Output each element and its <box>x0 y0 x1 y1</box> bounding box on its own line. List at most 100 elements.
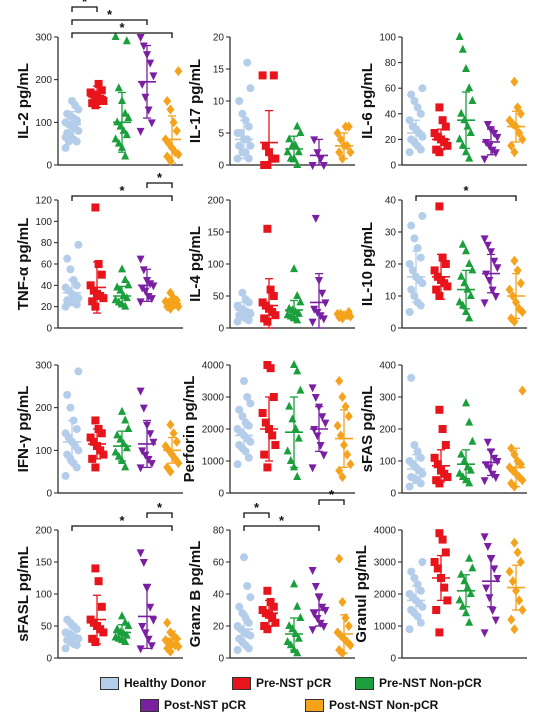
data-point <box>435 292 444 300</box>
data-point <box>432 285 441 294</box>
series-group <box>333 121 355 164</box>
data-point <box>136 298 145 307</box>
data-point <box>146 430 155 439</box>
data-point <box>121 617 130 626</box>
data-point <box>246 593 255 602</box>
data-point <box>405 457 414 465</box>
y-axis-label: IL-2 pg/mL <box>15 63 32 139</box>
series-group <box>258 586 280 634</box>
data-point <box>483 438 492 447</box>
data-point <box>235 441 244 449</box>
data-point <box>235 97 244 105</box>
series-group <box>480 533 502 638</box>
y-tick-label: 100 <box>207 260 224 271</box>
series-group <box>405 84 427 157</box>
data-point <box>407 135 416 144</box>
legend-swatch <box>355 676 374 690</box>
chart-panel: 0 100 200 300 IFN-γ pg/mL <box>15 361 183 500</box>
data-point <box>308 464 317 473</box>
series-group <box>111 611 133 645</box>
data-point <box>97 429 106 438</box>
data-point <box>238 412 247 421</box>
significance-bracket <box>243 512 270 518</box>
data-point <box>244 122 253 131</box>
data-point <box>138 80 147 89</box>
data-point <box>293 366 302 375</box>
legend-label: Healthy Donor <box>124 676 207 690</box>
y-tick-label: 20 <box>213 33 225 44</box>
chart-panel: 0 1000 2000 3000 4000 Perforin pg/mL <box>181 360 355 500</box>
data-point <box>341 121 350 132</box>
data-point <box>333 308 342 319</box>
y-tick-label: 400 <box>379 361 396 372</box>
data-point <box>61 644 70 653</box>
y-axis-label: IL-4 pg/mL <box>187 226 204 302</box>
data-point <box>468 436 477 445</box>
data-point <box>286 153 295 162</box>
series-group <box>333 376 355 482</box>
data-point <box>169 117 178 128</box>
y-tick-label: 0 <box>390 161 396 172</box>
data-point <box>136 127 145 136</box>
data-point <box>258 71 267 80</box>
data-point <box>515 595 524 606</box>
significance-label: * <box>329 487 335 502</box>
data-point <box>413 103 422 112</box>
data-point <box>136 387 145 396</box>
series-group <box>333 553 355 659</box>
data-point <box>63 450 72 459</box>
data-point <box>465 313 474 322</box>
data-point <box>243 393 252 401</box>
significance-bracket <box>71 32 173 38</box>
data-point <box>510 624 519 635</box>
data-point <box>518 605 527 615</box>
data-point <box>333 420 342 431</box>
data-point <box>308 318 317 327</box>
data-point <box>405 308 414 316</box>
data-point <box>172 125 181 136</box>
data-point <box>510 537 519 548</box>
data-point <box>433 564 442 573</box>
data-point <box>457 449 466 458</box>
data-point <box>269 71 278 80</box>
data-point <box>482 270 491 279</box>
data-point <box>61 628 70 637</box>
data-point <box>147 642 156 651</box>
y-tick-label: 30 <box>385 228 397 239</box>
data-point <box>114 297 123 306</box>
data-point <box>308 384 317 393</box>
data-point <box>91 463 100 472</box>
data-point <box>432 476 441 485</box>
series-group <box>161 66 183 166</box>
data-point <box>91 203 100 212</box>
data-point <box>166 419 175 430</box>
data-point <box>246 399 255 408</box>
series-group <box>86 203 108 314</box>
y-tick-label: 60 <box>41 260 53 271</box>
data-point <box>418 84 427 93</box>
data-point <box>243 582 252 590</box>
data-point <box>163 96 172 106</box>
data-point <box>318 603 327 612</box>
y-tick-label: 200 <box>35 403 52 414</box>
data-point <box>310 610 319 619</box>
data-point <box>516 278 525 289</box>
y-tick-label: 40 <box>385 196 397 207</box>
data-point <box>271 441 280 449</box>
series-group <box>111 264 133 310</box>
data-point <box>418 558 427 566</box>
data-point <box>441 548 450 557</box>
y-axis-label: IFN-γ pg/mL <box>15 386 32 473</box>
y-tick-label: 80 <box>385 58 397 69</box>
data-point <box>507 614 516 625</box>
y-tick-label: 100 <box>35 118 52 129</box>
data-point <box>432 606 441 614</box>
data-point <box>405 482 414 491</box>
y-tick-label: 20 <box>385 260 397 271</box>
y-tick-label: 150 <box>207 228 224 239</box>
data-point <box>161 441 170 452</box>
data-point <box>296 128 305 136</box>
data-point <box>263 463 272 472</box>
series-group <box>86 564 108 646</box>
y-tick-label: 60 <box>213 558 225 569</box>
